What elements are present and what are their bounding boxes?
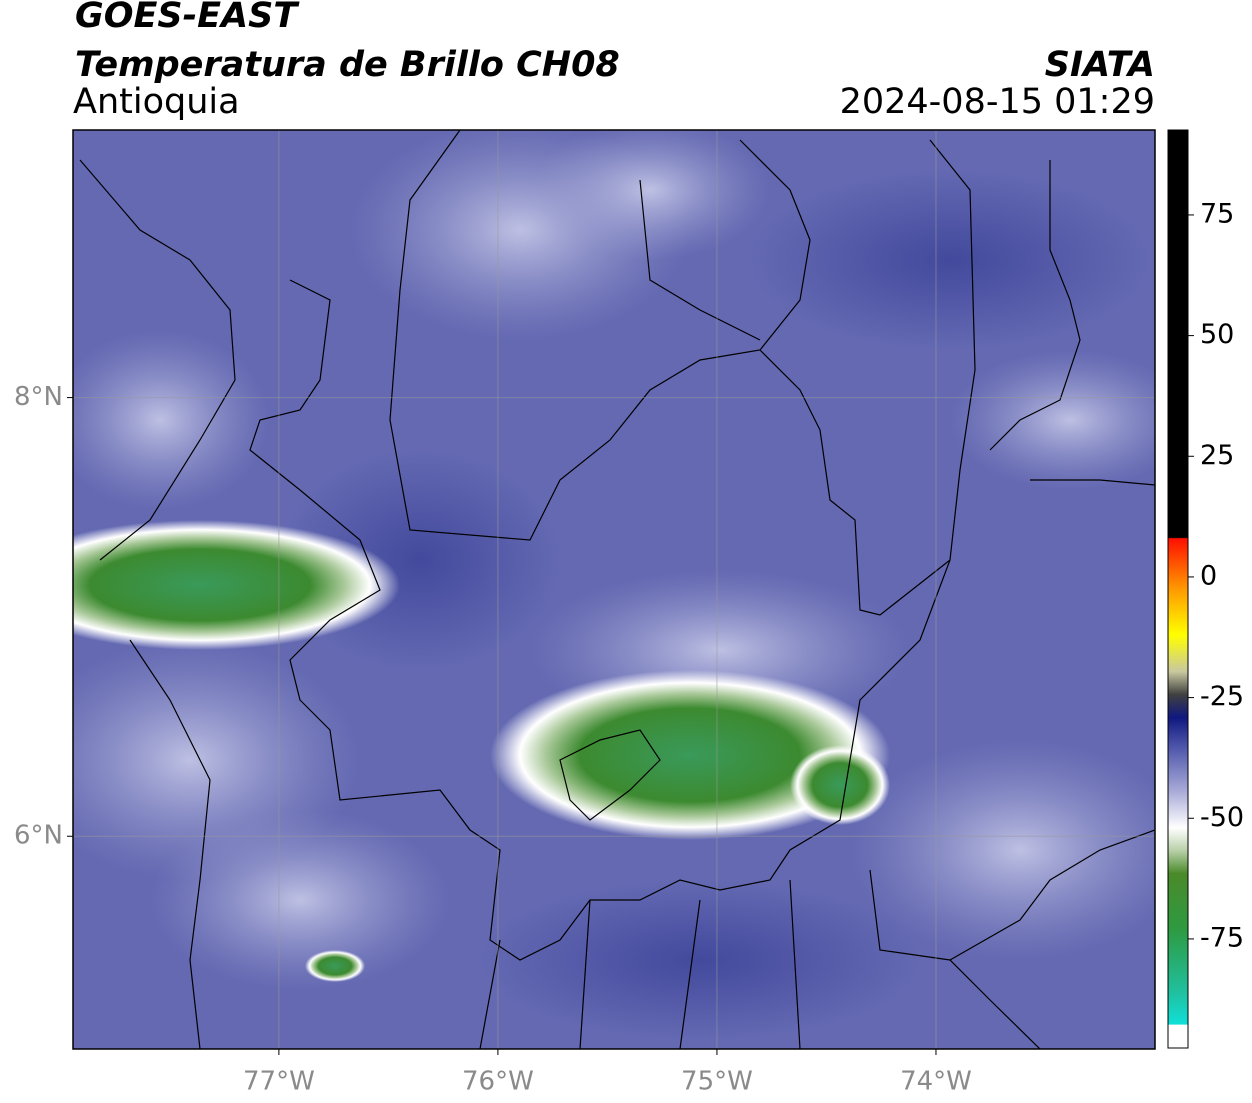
x-tick-label: 76°W bbox=[462, 1067, 534, 1097]
y-tick-label: 8°N bbox=[14, 382, 63, 412]
colorbar-tick-label: 50 bbox=[1200, 319, 1234, 350]
colorbar-tick-label: -75 bbox=[1200, 922, 1244, 953]
colorbar bbox=[1167, 129, 1189, 1049]
map-frame bbox=[72, 129, 1156, 1050]
source: SIATA bbox=[1045, 45, 1155, 85]
datetime: 2024-08-15 01:29 bbox=[840, 82, 1155, 122]
title: GOES-EAST bbox=[75, 0, 300, 36]
region: Antioquia bbox=[73, 82, 240, 122]
map-image bbox=[73, 130, 1155, 1049]
colorbar-tick-label: 25 bbox=[1200, 440, 1234, 471]
colorbar-tick-label: 0 bbox=[1200, 560, 1217, 591]
colorbar-tick-label: -25 bbox=[1200, 681, 1244, 712]
colorbar-tick-label: 75 bbox=[1200, 198, 1234, 229]
x-tick-label: 75°W bbox=[681, 1067, 753, 1097]
grid bbox=[73, 130, 1155, 1049]
x-tick-label: 74°W bbox=[900, 1067, 972, 1097]
x-tick-label: 77°W bbox=[243, 1067, 315, 1097]
y-tick-label: 6°N bbox=[14, 821, 63, 851]
subtitle: Temperatura de Brillo CH08 bbox=[75, 45, 620, 85]
colorbar-tick-label: -50 bbox=[1200, 802, 1244, 833]
